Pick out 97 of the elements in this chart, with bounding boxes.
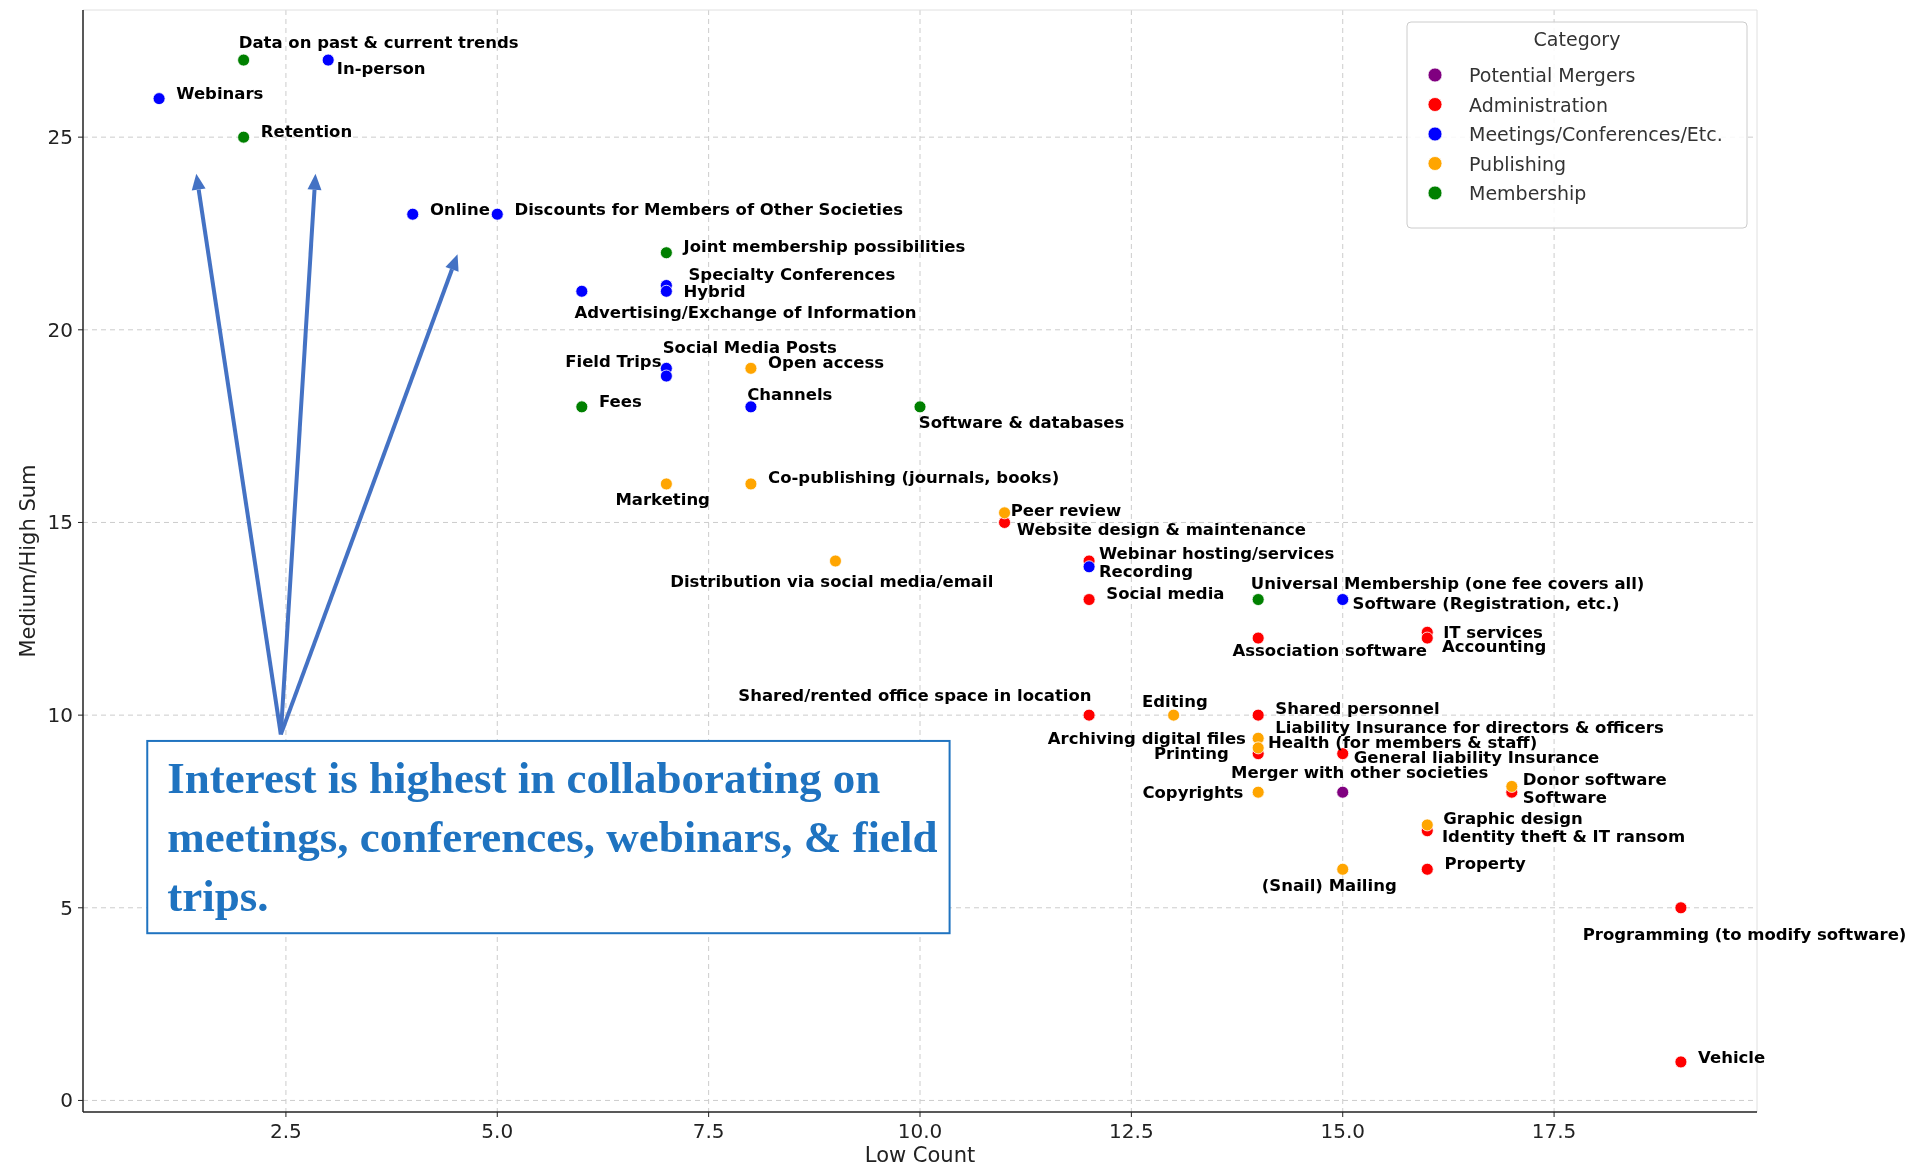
annotation: Joint membership possibilities [682, 237, 966, 257]
point [1251, 741, 1265, 755]
annotation: Distribution via social media/email [670, 572, 994, 592]
point [659, 246, 673, 260]
annotation: Merger with other societies [1231, 763, 1489, 783]
x-tick-label: 15.0 [1320, 1119, 1365, 1143]
legend-title: Category [1533, 28, 1621, 50]
x-tick-label: 12.5 [1109, 1119, 1154, 1143]
annotation: Discounts for Members of Other Societies [514, 199, 904, 219]
x-tick-label: 17.5 [1531, 1119, 1577, 1143]
legend-label: Potential Mergers [1469, 64, 1636, 86]
annotation: Identity theft & IT ransom [1442, 827, 1686, 847]
annotation: Online [429, 199, 490, 219]
x-tick-label: 10.0 [897, 1119, 943, 1143]
annotation: Donor software [1522, 769, 1667, 789]
annotation: Advertising/Exchange of Information [574, 302, 917, 322]
point [575, 284, 589, 298]
point [1505, 780, 1519, 793]
y-tick-label: 10 [47, 703, 73, 728]
annotation: Fees [599, 392, 642, 412]
annotation: Webinar hosting/services [1098, 544, 1335, 564]
annotation: Graphic design [1443, 809, 1583, 829]
annotation: Liability Insurance for directors & officers [1275, 717, 1664, 737]
point [1336, 785, 1350, 799]
point [744, 477, 758, 491]
point [1082, 593, 1096, 606]
annotation: Channels [747, 385, 833, 405]
x-tick-label: 7.5 [692, 1119, 725, 1143]
annotation: Editing [1141, 692, 1208, 712]
point [1420, 818, 1434, 832]
annotation: Property [1444, 853, 1527, 873]
y-tick-label: 20 [47, 317, 73, 342]
annotation: Software & databases [918, 413, 1125, 433]
point [490, 207, 504, 221]
point [1082, 708, 1096, 722]
annotation: Website design & maintenance [1016, 520, 1307, 540]
point [744, 361, 758, 375]
annotation: Marketing [615, 490, 710, 510]
annotation: Shared personnel [1275, 699, 1440, 719]
y-tick-label: 0 [60, 1088, 73, 1113]
legend-label: Publishing [1469, 152, 1567, 175]
annotation: Vehicle [1698, 1047, 1766, 1067]
point [1420, 631, 1434, 645]
point [1251, 593, 1265, 606]
annotation: Programming (to modify software) [1582, 925, 1907, 945]
point [1082, 560, 1096, 574]
annotation: Interest is highest in collaborating on meetings, conferences, webinars, & field trips. [167, 752, 938, 921]
annotation: Copyrights [1142, 782, 1244, 802]
point [321, 53, 335, 67]
annotation: (Snail) Mailing [1261, 875, 1397, 895]
point [406, 207, 420, 221]
point [575, 400, 589, 414]
point [659, 369, 673, 383]
y-tick-label: 25 [47, 125, 73, 150]
point [237, 53, 251, 67]
point [1420, 862, 1434, 876]
point [659, 284, 673, 298]
point [829, 554, 842, 568]
x-tick-label: 5.0 [481, 1119, 514, 1143]
point [659, 477, 673, 491]
legend-label: Membership [1469, 182, 1587, 204]
annotation: Shared/rented office space in location [738, 685, 1092, 705]
annotation: Association software [1232, 640, 1428, 660]
point [913, 400, 927, 414]
annotation: Accounting [1442, 637, 1547, 657]
y-tick-label: 5 [60, 895, 73, 920]
point [1251, 785, 1265, 799]
annotation: In-person [336, 59, 426, 79]
annotation: Specialty Conferences [688, 264, 896, 284]
point [1336, 862, 1350, 876]
annotation: Software [1522, 787, 1607, 807]
annotation: Field Trips [565, 351, 662, 371]
annotation: Archiving digital files [1047, 728, 1247, 748]
point [237, 130, 251, 144]
annotation: Peer review [1010, 500, 1122, 520]
point [1674, 901, 1688, 915]
annotation: Recording [1098, 562, 1194, 582]
x-axis-title: Low Count [864, 1143, 976, 1167]
annotation: Co-publishing (journals, books) [768, 468, 1060, 488]
annotation: Retention [260, 121, 353, 141]
annotation: Software (Registration, etc.) [1352, 593, 1620, 613]
point [1336, 593, 1350, 606]
point [998, 506, 1011, 520]
annotation: Universal Membership (one fee covers all) [1250, 574, 1645, 594]
x-tick-label: 2.5 [270, 1119, 302, 1143]
point [1251, 631, 1265, 645]
annotation: Social media [1106, 583, 1225, 603]
legend-label: Administration [1469, 93, 1609, 116]
annotation: Webinars [176, 84, 264, 104]
y-axis-title: Medium/High Sum [16, 464, 40, 658]
point [1251, 708, 1265, 722]
legend-label: Meetings/Conferences/Etc. [1469, 123, 1723, 145]
point [1674, 1055, 1688, 1069]
point [152, 92, 166, 106]
point [744, 400, 758, 414]
y-tick-label: 15 [47, 510, 73, 535]
annotation: Data on past & current trends [238, 33, 519, 53]
